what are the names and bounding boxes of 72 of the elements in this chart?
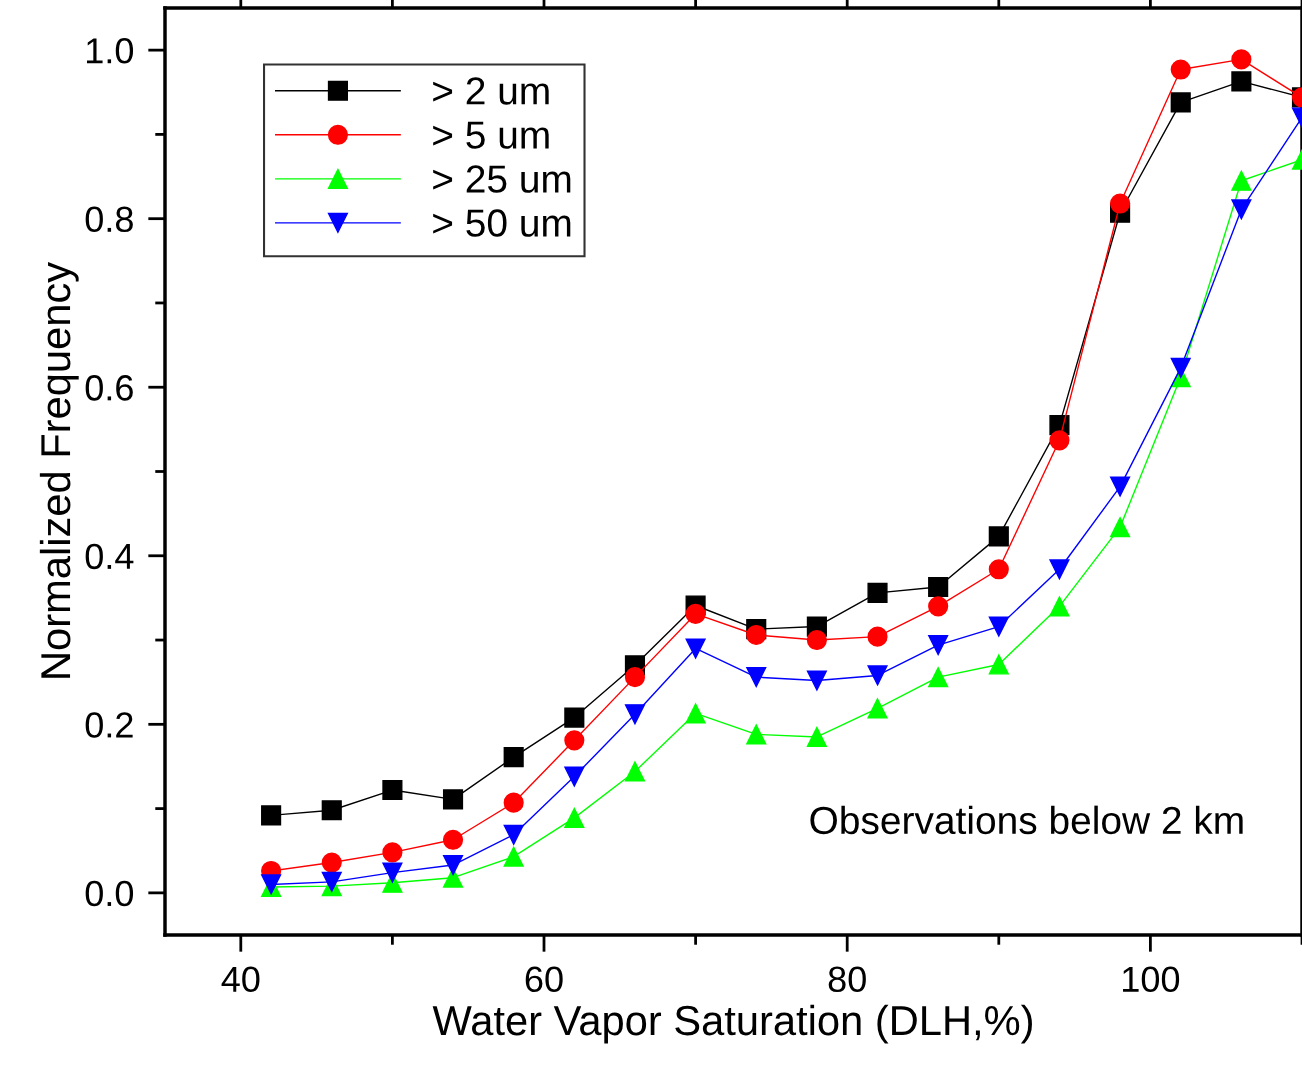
point: [988, 559, 1009, 580]
point: [685, 603, 706, 624]
point: [1231, 199, 1252, 220]
x-axis-title: Water Vapor Saturation (DLH,%): [432, 1004, 1032, 1044]
point: [382, 779, 403, 801]
point: [564, 766, 585, 787]
x-tick-label: 100: [1123, 966, 1180, 993]
point: [321, 852, 342, 873]
point: [988, 654, 1009, 675]
point: [624, 704, 646, 725]
point: [928, 667, 949, 688]
legend-label: > 25 um: [433, 165, 571, 193]
point: [928, 576, 949, 598]
x-tick-label: 60: [525, 966, 563, 993]
point: [564, 807, 585, 828]
point: [988, 616, 1009, 637]
point: [806, 670, 827, 691]
y-tick-label: 0.6: [85, 375, 133, 401]
point: [746, 667, 767, 688]
point: [867, 665, 888, 686]
point: [1110, 476, 1131, 497]
point: [503, 747, 524, 768]
point: [685, 703, 706, 724]
point: [806, 629, 827, 651]
point: [1170, 92, 1191, 113]
point: [1110, 193, 1131, 214]
point: [382, 842, 403, 863]
y-tick-label: 1.0: [87, 38, 134, 64]
point: [503, 824, 524, 845]
point: [321, 800, 342, 821]
point: [624, 761, 646, 782]
point: [503, 792, 524, 813]
legend-label: > 50 um: [433, 209, 571, 237]
point: [1049, 596, 1070, 617]
point: [746, 724, 767, 745]
x-tick-label: 80: [828, 966, 866, 993]
point: [1110, 517, 1131, 538]
point: [442, 854, 464, 876]
legend-label: > 5 um: [433, 121, 549, 149]
y-tick-label: 0.2: [85, 712, 133, 738]
point: [1170, 357, 1191, 378]
point: [382, 862, 403, 883]
point: [928, 596, 949, 617]
point: [867, 698, 888, 719]
point: [1231, 49, 1252, 70]
point: [442, 829, 464, 850]
point: [503, 846, 524, 867]
point: [624, 667, 646, 688]
point: [867, 626, 888, 647]
point: [1049, 430, 1070, 451]
y-axis-title: Normalized Frequency: [39, 261, 79, 678]
point: [746, 624, 767, 646]
point: [1170, 59, 1191, 80]
point: [867, 582, 888, 603]
point: [564, 730, 585, 751]
point: [1049, 559, 1070, 580]
point: [564, 707, 585, 728]
y-tick-label: 0.0: [85, 880, 134, 907]
point: [321, 871, 342, 892]
point: [928, 635, 949, 656]
point: [261, 805, 282, 826]
point: [442, 789, 464, 810]
point: [806, 726, 827, 748]
point: [988, 526, 1009, 547]
x-tick-label: 40: [221, 966, 260, 993]
point: [685, 638, 706, 659]
y-tick-label: 0.8: [85, 206, 133, 233]
annotation: Observations below 2 km: [810, 805, 1243, 835]
point: [1231, 71, 1252, 92]
point: [1231, 170, 1252, 191]
y-tick-label: 0.4: [85, 543, 134, 570]
legend-label: > 2 um: [433, 77, 549, 105]
